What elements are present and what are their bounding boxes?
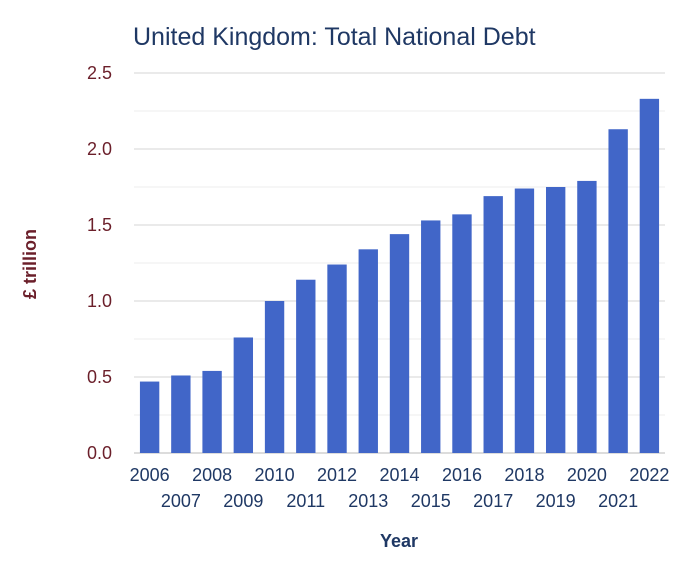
- bar-2017: [483, 196, 503, 453]
- bar-2012: [327, 264, 347, 453]
- x-tick-label: 2017: [473, 491, 513, 511]
- x-tick-label: 2011: [286, 491, 325, 511]
- bar-2022: [639, 98, 660, 453]
- x-tick-label: 2019: [536, 491, 576, 511]
- bar-2008: [202, 370, 222, 453]
- y-tick-label: 2.0: [87, 139, 112, 159]
- x-tick-label: 2022: [629, 465, 669, 485]
- y-axis-title: £ trillion: [20, 229, 40, 299]
- bar-2019: [545, 187, 566, 453]
- y-tick-label: 1.0: [87, 291, 112, 311]
- bar-2018: [514, 188, 535, 453]
- x-axis-title: Year: [380, 531, 418, 551]
- y-tick-label: 0.5: [87, 367, 112, 387]
- chart-title: United Kingdom: Total National Debt: [133, 23, 536, 51]
- y-tick-label: 0.0: [87, 443, 112, 463]
- x-tick-label: 2016: [442, 465, 482, 485]
- y-tick-label: 1.5: [87, 215, 112, 235]
- x-tick-label: 2012: [317, 465, 357, 485]
- x-tick-label: 2020: [567, 465, 607, 485]
- y-tick-label: 2.5: [87, 63, 112, 83]
- x-tick-label: 2018: [504, 465, 544, 485]
- y-axis-ticks: 0.0 0.5 1.0 1.5 2.0 2.5: [87, 63, 112, 463]
- bar-2006: [139, 381, 160, 453]
- x-tick-label: 2009: [223, 491, 263, 511]
- x-tick-label: 2006: [130, 465, 170, 485]
- bar-2014: [389, 234, 410, 453]
- x-axis-ticks: 2006 2007 2008 2009 2010 2011 2012 2013 2014 2015…: [130, 465, 670, 511]
- x-tick-label: 2008: [192, 465, 232, 485]
- x-tick-label: 2014: [379, 465, 419, 485]
- bar-2021: [608, 129, 628, 454]
- bar-2009: [233, 337, 254, 453]
- bar-2020: [577, 180, 597, 454]
- x-tick-label: 2010: [255, 465, 295, 485]
- bar-2007: [171, 375, 191, 453]
- x-tick-label: 2007: [161, 491, 201, 511]
- x-tick-label: 2015: [411, 491, 451, 511]
- x-tick-label: 2021: [598, 491, 638, 511]
- bar-2015: [421, 220, 441, 453]
- bars: [139, 98, 660, 454]
- bar-2010: [264, 301, 285, 453]
- x-tick-label: 2013: [348, 491, 388, 511]
- bar-2013: [358, 249, 378, 453]
- bar-2011: [296, 279, 316, 453]
- bar-2016: [452, 214, 472, 453]
